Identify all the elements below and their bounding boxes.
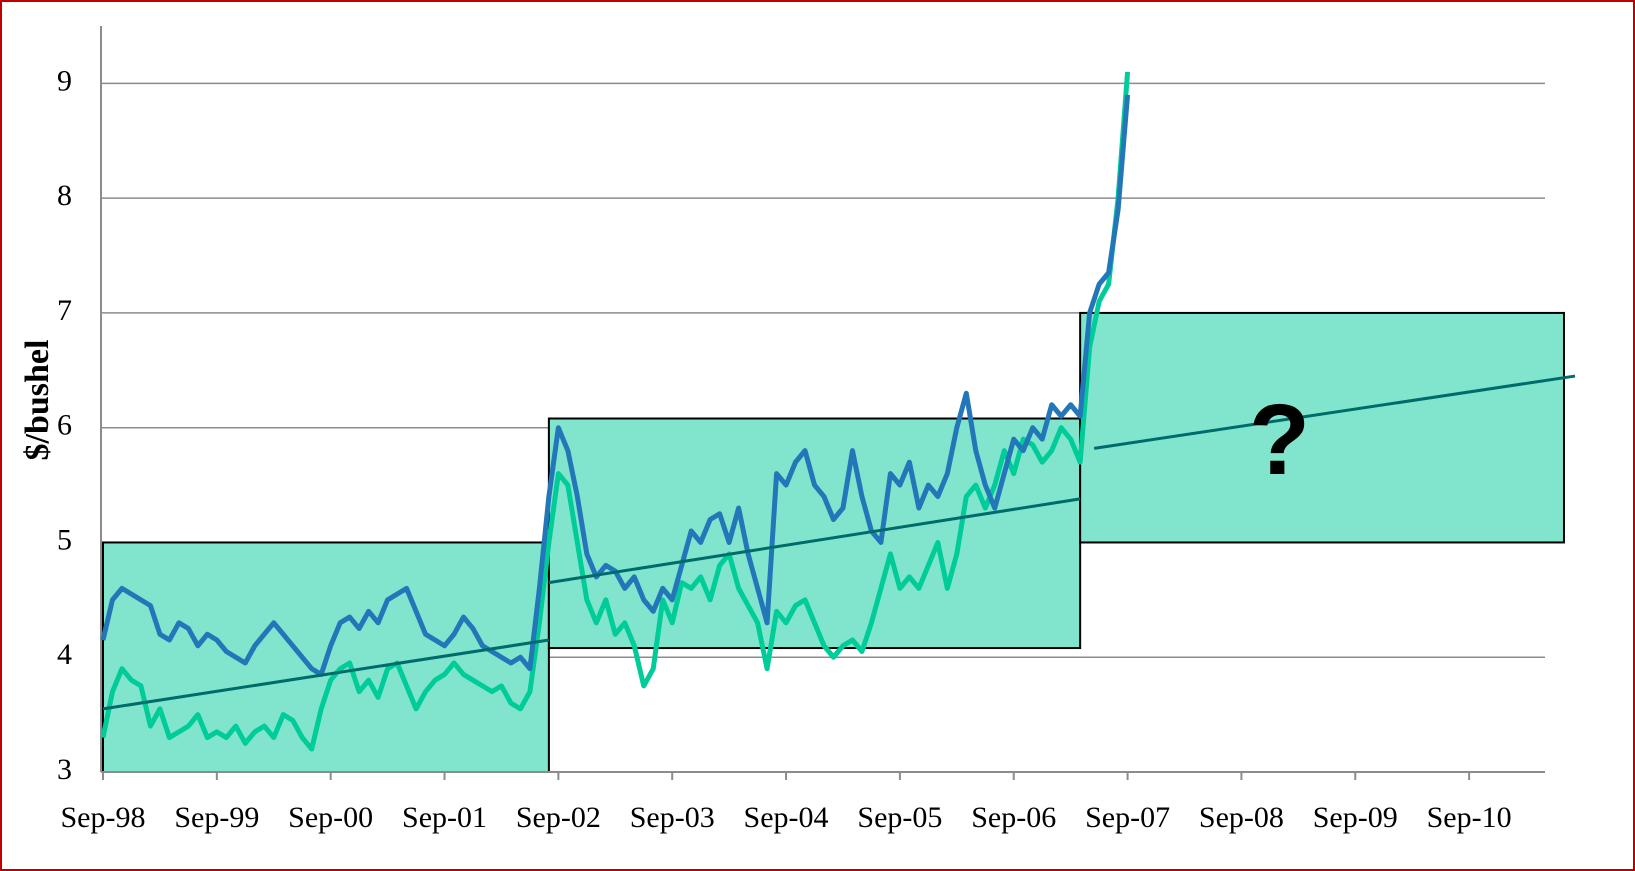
range-box xyxy=(547,417,1082,650)
x-tick-label: Sep-05 xyxy=(857,801,942,834)
x-tick-label: Sep-07 xyxy=(1085,801,1170,834)
x-tick-label: Sep-10 xyxy=(1427,801,1512,834)
x-tick-label: Sep-04 xyxy=(744,801,829,834)
y-tick-label: 9 xyxy=(57,64,72,97)
y-tick-label: 7 xyxy=(57,294,72,327)
x-tick-label: Sep-99 xyxy=(174,801,259,834)
y-axis-label: $/bushel xyxy=(19,340,56,461)
x-tick-label: Sep-01 xyxy=(402,801,487,834)
series-line xyxy=(100,71,1131,752)
range-box xyxy=(1079,311,1565,544)
y-tick-label: 8 xyxy=(57,179,72,212)
x-tick-label: Sep-03 xyxy=(630,801,715,834)
annotation: ? xyxy=(1249,384,1310,496)
trend-line xyxy=(1093,374,1576,450)
x-tick-label: Sep-06 xyxy=(971,801,1056,834)
x-tick-label: Sep-00 xyxy=(288,801,373,834)
trend-line xyxy=(548,497,1081,585)
y-tick-label: 4 xyxy=(57,638,72,671)
x-tick-label: Sep-09 xyxy=(1313,801,1398,834)
x-tick-label: Sep-02 xyxy=(516,801,601,834)
x-tick-label: Sep-08 xyxy=(1199,801,1284,834)
y-tick-label: 6 xyxy=(57,409,72,442)
y-tick-label: 3 xyxy=(57,753,72,786)
trend-line xyxy=(102,638,550,711)
y-tick-label: 5 xyxy=(57,523,72,556)
x-tick-label: Sep-98 xyxy=(61,801,146,834)
